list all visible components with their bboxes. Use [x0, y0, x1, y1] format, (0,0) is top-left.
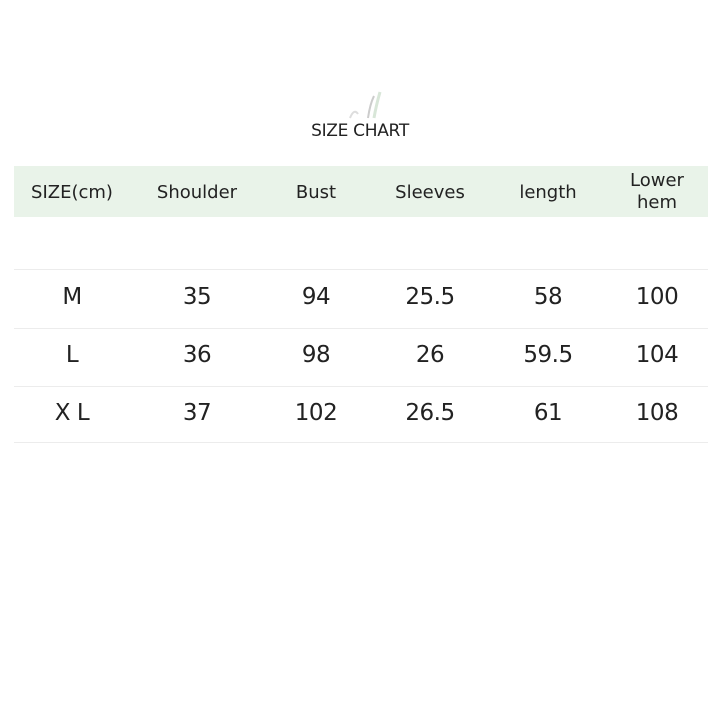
column-header: Sleeves [395, 182, 465, 203]
table-cell: 26.5 [405, 400, 455, 426]
table-header [14, 166, 708, 217]
table-cell: 104 [635, 342, 679, 368]
row-divider [14, 442, 708, 443]
table-cell: 61 [533, 400, 563, 426]
table-cell: 35 [182, 284, 212, 310]
table-cell: 98 [301, 342, 331, 368]
table-cell: 94 [301, 284, 331, 310]
table-cell: 58 [533, 284, 563, 310]
table-cell: 59.5 [523, 342, 573, 368]
row-divider [14, 328, 708, 329]
table-cell: 37 [182, 400, 212, 426]
table-cell: 25.5 [405, 284, 455, 310]
size-label: X L [54, 400, 90, 426]
row-divider [14, 386, 708, 387]
size-label: M [62, 284, 82, 310]
table-cell: 102 [294, 400, 338, 426]
table-cell: 26 [415, 342, 445, 368]
table-cell: 100 [635, 284, 679, 310]
column-header: Lower hem [630, 170, 684, 213]
leaf-decoration-icon [349, 91, 382, 119]
table-cell: 36 [182, 342, 212, 368]
column-header: SIZE(cm) [31, 182, 113, 203]
size-label: L [65, 342, 79, 368]
column-header: Bust [295, 182, 337, 203]
column-header: Shoulder [156, 182, 238, 203]
table-cell: 108 [635, 400, 679, 426]
row-divider [14, 269, 708, 270]
column-header: length [519, 182, 577, 203]
page-title: SIZE CHART [311, 121, 409, 141]
